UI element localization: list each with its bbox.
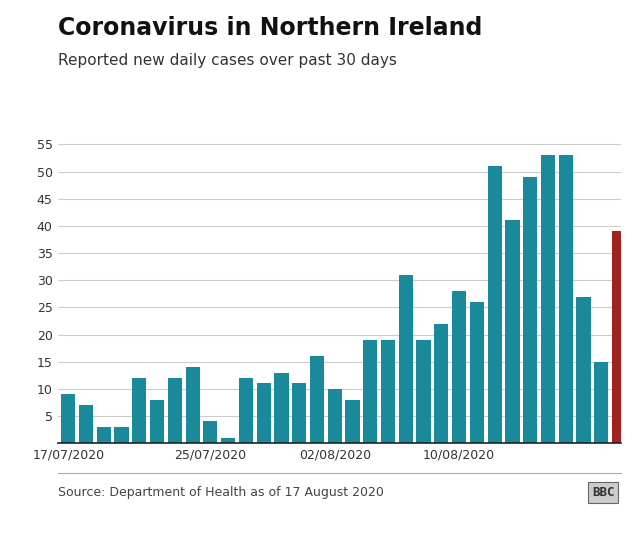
Bar [594, 362, 609, 443]
Bar [239, 378, 253, 443]
Bar [257, 383, 271, 443]
Bar [506, 221, 520, 443]
Bar [417, 340, 431, 443]
Bar [328, 389, 342, 443]
Text: Reported new daily cases over past 30 days: Reported new daily cases over past 30 da… [58, 53, 396, 68]
Bar [168, 378, 182, 443]
Bar [452, 291, 466, 443]
Bar [204, 421, 218, 443]
Bar [346, 400, 360, 443]
Text: BBC: BBC [592, 486, 614, 499]
Bar [470, 302, 484, 443]
Bar [132, 378, 147, 443]
Bar [381, 340, 395, 443]
Bar [275, 373, 289, 443]
Bar [115, 427, 129, 443]
Bar [559, 155, 573, 443]
Bar [435, 324, 449, 443]
Bar [523, 177, 538, 443]
Bar [150, 400, 164, 443]
Bar [612, 231, 626, 443]
Bar [221, 438, 236, 443]
Bar [541, 155, 555, 443]
Bar [363, 340, 378, 443]
Bar [186, 367, 200, 443]
Bar [97, 427, 111, 443]
Bar [310, 356, 324, 443]
Text: Source: Department of Health as of 17 August 2020: Source: Department of Health as of 17 Au… [58, 486, 383, 499]
Bar [488, 166, 502, 443]
Bar [577, 296, 591, 443]
Bar [79, 405, 93, 443]
Bar [292, 383, 307, 443]
Bar [399, 275, 413, 443]
Text: Coronavirus in Northern Ireland: Coronavirus in Northern Ireland [58, 16, 482, 40]
Bar [61, 394, 76, 443]
